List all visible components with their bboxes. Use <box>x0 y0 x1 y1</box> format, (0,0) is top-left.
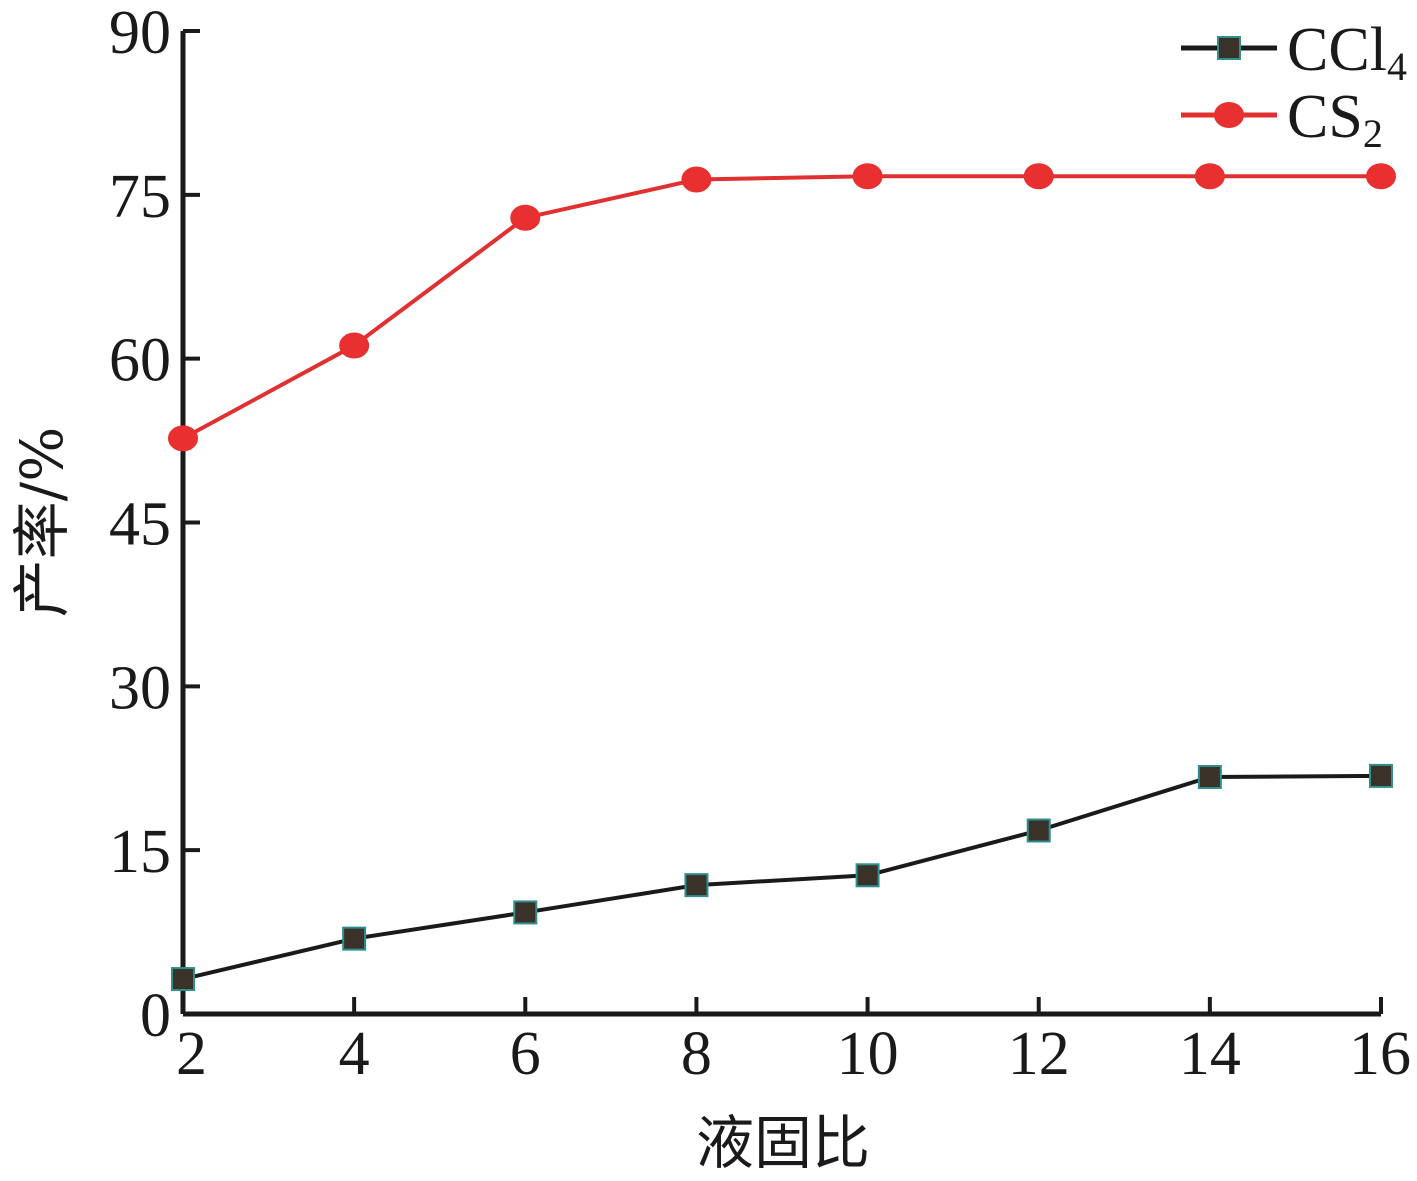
x-tick-label: 4 <box>339 1020 370 1088</box>
x-tick-label: 16 <box>1349 1020 1411 1088</box>
y-tick-label: 90 <box>109 0 171 67</box>
data-point-CS2 <box>1366 163 1396 190</box>
x-tick-label: 12 <box>1008 1020 1070 1088</box>
legend-label: CCl4 <box>1287 16 1407 89</box>
y-tick-label: 0 <box>140 982 171 1050</box>
series-CCl4 <box>171 763 1393 992</box>
x-tick-label: 2 <box>176 1020 207 1088</box>
data-point-CCl4 <box>513 900 538 925</box>
data-point-CS2 <box>510 204 541 231</box>
data-point-CS2 <box>168 425 198 452</box>
y-tick-label: 15 <box>109 818 171 886</box>
data-point-CS2 <box>1023 163 1054 190</box>
y-tick-label: 45 <box>109 491 171 559</box>
x-tick-label: 14 <box>1179 1020 1241 1088</box>
data-point-CS2 <box>339 332 370 359</box>
series-layer <box>168 163 1396 992</box>
data-point-CCl4 <box>684 873 709 898</box>
data-point-CS2 <box>681 166 712 193</box>
data-point-CS2 <box>1194 163 1225 190</box>
data-point-CCl4 <box>171 967 195 992</box>
ticks: 0 15 30 45 60 75 90 2 4 6 8 10 12 14 16 <box>109 0 1411 1088</box>
series-line-CCl4 <box>182 773 1382 981</box>
x-tick-label: 6 <box>510 1020 541 1088</box>
data-point-CCl4 <box>1369 763 1393 788</box>
data-point-CS2 <box>852 163 883 190</box>
series-line-CS2 <box>182 174 1381 441</box>
y-axis-label: 产率/% <box>8 427 76 618</box>
data-point-CCl4 <box>1026 818 1051 843</box>
data-point-CCl4 <box>855 863 880 888</box>
y-tick-label: 60 <box>109 327 171 395</box>
legend-swatch-marker <box>1217 36 1241 60</box>
x-axis-label: 液固比 <box>696 1109 870 1177</box>
x-tick-label: 10 <box>837 1020 899 1088</box>
series-CS2 <box>168 163 1396 452</box>
x-tick-label: 8 <box>681 1020 712 1088</box>
y-tick-label: 75 <box>109 163 171 231</box>
legend-entry-CS2: CS2 <box>1181 83 1383 156</box>
data-point-CCl4 <box>1197 764 1222 789</box>
legend-entry-CCl4: CCl4 <box>1181 16 1407 89</box>
y-tick-label: 30 <box>109 654 171 722</box>
legend-label: CS2 <box>1287 83 1383 156</box>
data-point-CCl4 <box>342 926 367 951</box>
legend-swatch-marker <box>1214 102 1244 128</box>
